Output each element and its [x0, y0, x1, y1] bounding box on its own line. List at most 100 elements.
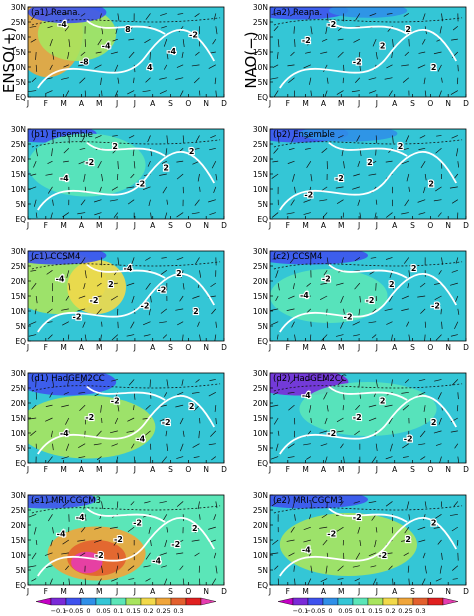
- wind-arrow: [306, 456, 312, 460]
- wind-arrow: [111, 334, 119, 341]
- month-tick-label: A: [321, 221, 327, 230]
- wind-arrow: [435, 513, 442, 519]
- wind-arrow: [31, 552, 37, 560]
- wind-arrow: [401, 212, 409, 215]
- wind-arrow: [292, 501, 295, 510]
- wind-arrow: [423, 405, 426, 412]
- month-tick-label: J: [133, 465, 136, 474]
- wind-arrow: [127, 526, 135, 533]
- wind-arrow: [417, 526, 426, 531]
- wind-arrow: [213, 13, 217, 21]
- month-tick-label: M: [302, 99, 308, 108]
- lat-tick-label: EQ: [257, 337, 268, 346]
- wind-arrow: [83, 283, 86, 290]
- wind-arrow: [405, 135, 410, 143]
- wind-arrow: [112, 38, 118, 42]
- black-contour: [31, 383, 221, 392]
- colorbar: −0.1−0.05 0 0.05 0.1 0.15 0.2 0.25 0.3 −0.1−0.05…: [35, 597, 459, 615]
- wind-arrow: [100, 405, 102, 413]
- wind-arrow: [371, 160, 377, 165]
- wind-arrow: [403, 147, 409, 150]
- wind-arrow: [273, 148, 279, 154]
- month-tick-label: M: [96, 587, 102, 596]
- wind-arrow: [145, 552, 151, 560]
- shading-field: [270, 495, 466, 585]
- wind-arrow: [340, 321, 344, 329]
- month-tick-label: M: [60, 465, 66, 474]
- wind-arrow: [417, 295, 426, 298]
- month-tick-label: A: [392, 343, 398, 352]
- wind-arrow: [161, 257, 167, 259]
- wind-arrow: [389, 443, 393, 452]
- wind-arrow: [352, 186, 360, 190]
- wind-arrow: [423, 186, 426, 194]
- wind-arrow: [49, 39, 53, 47]
- wind-arrow: [389, 295, 393, 302]
- wind-arrow: [44, 552, 53, 556]
- wind-arrow: [437, 212, 442, 217]
- wind-arrow: [290, 199, 295, 206]
- black-contour: [31, 139, 221, 148]
- wind-arrow: [451, 379, 459, 386]
- wind-arrow: [161, 565, 167, 568]
- wind-arrow: [111, 578, 118, 582]
- wind-arrow: [51, 148, 53, 157]
- wind-arrow: [326, 321, 329, 329]
- wind-arrow: [50, 212, 53, 219]
- wind-arrow: [160, 270, 168, 276]
- month-tick-label: J: [115, 99, 118, 108]
- wind-arrow: [424, 417, 427, 425]
- wind-arrow: [369, 13, 377, 17]
- shading-field: [28, 373, 224, 463]
- wind-arrow: [159, 90, 167, 94]
- wind-arrow: [384, 404, 393, 408]
- wind-arrow: [79, 552, 86, 557]
- wind-arrow: [450, 430, 458, 433]
- month-tick-label: A: [79, 99, 85, 108]
- month-tick-label: M: [302, 587, 308, 596]
- wind-arrow: [33, 135, 37, 142]
- wind-arrow: [166, 443, 169, 451]
- month-tick-label: J: [133, 587, 136, 596]
- wind-arrow: [291, 135, 295, 143]
- wind-arrow: [31, 578, 37, 582]
- panel-title: (e1) MRI-CGCM3: [31, 496, 101, 506]
- contour-label: 2: [112, 142, 118, 151]
- wind-arrow: [127, 90, 135, 95]
- wind-arrow: [319, 295, 328, 301]
- wind-arrow: [368, 77, 377, 80]
- month-tick-label: O: [427, 465, 433, 474]
- lat-tick-label: 15N: [11, 414, 26, 423]
- month-tick-label: F: [286, 465, 290, 474]
- wind-arrow: [195, 379, 200, 383]
- wind-arrow: [192, 443, 200, 448]
- month-tick-label: S: [410, 99, 415, 108]
- contour-label: -4: [56, 275, 65, 284]
- wind-arrow: [422, 13, 426, 21]
- wind-arrow: [450, 282, 458, 286]
- wind-arrow: [45, 404, 53, 407]
- wind-arrow: [321, 148, 328, 154]
- colorbar-1: −0.1−0.05 0 0.05 0.1 0.15 0.2 0.25 0.3: [35, 597, 217, 615]
- colorbar-swatch: [140, 597, 157, 606]
- wind-arrow: [45, 417, 53, 422]
- contour-label: 2: [389, 280, 395, 289]
- lat-tick-label: 25N: [11, 18, 26, 27]
- wind-arrow: [176, 552, 184, 555]
- lat-tick-label: 25N: [11, 140, 26, 149]
- month-tick-label: A: [321, 465, 327, 474]
- wind-arrow: [438, 90, 442, 97]
- lat-tick-label: 5N: [258, 78, 268, 87]
- colorbar-tick-label: −0.05: [64, 607, 84, 615]
- wind-arrow: [359, 64, 361, 71]
- wind-arrow: [401, 308, 409, 311]
- wind-arrow: [451, 38, 458, 41]
- wind-arrow: [46, 257, 53, 259]
- wind-arrow: [368, 404, 377, 408]
- wind-arrow: [208, 64, 216, 69]
- wind-arrow: [109, 430, 118, 434]
- wind-arrow: [433, 430, 442, 434]
- wind-arrow: [77, 539, 86, 542]
- month-tick-label: S: [168, 587, 173, 596]
- month-tick-label: A: [392, 99, 398, 108]
